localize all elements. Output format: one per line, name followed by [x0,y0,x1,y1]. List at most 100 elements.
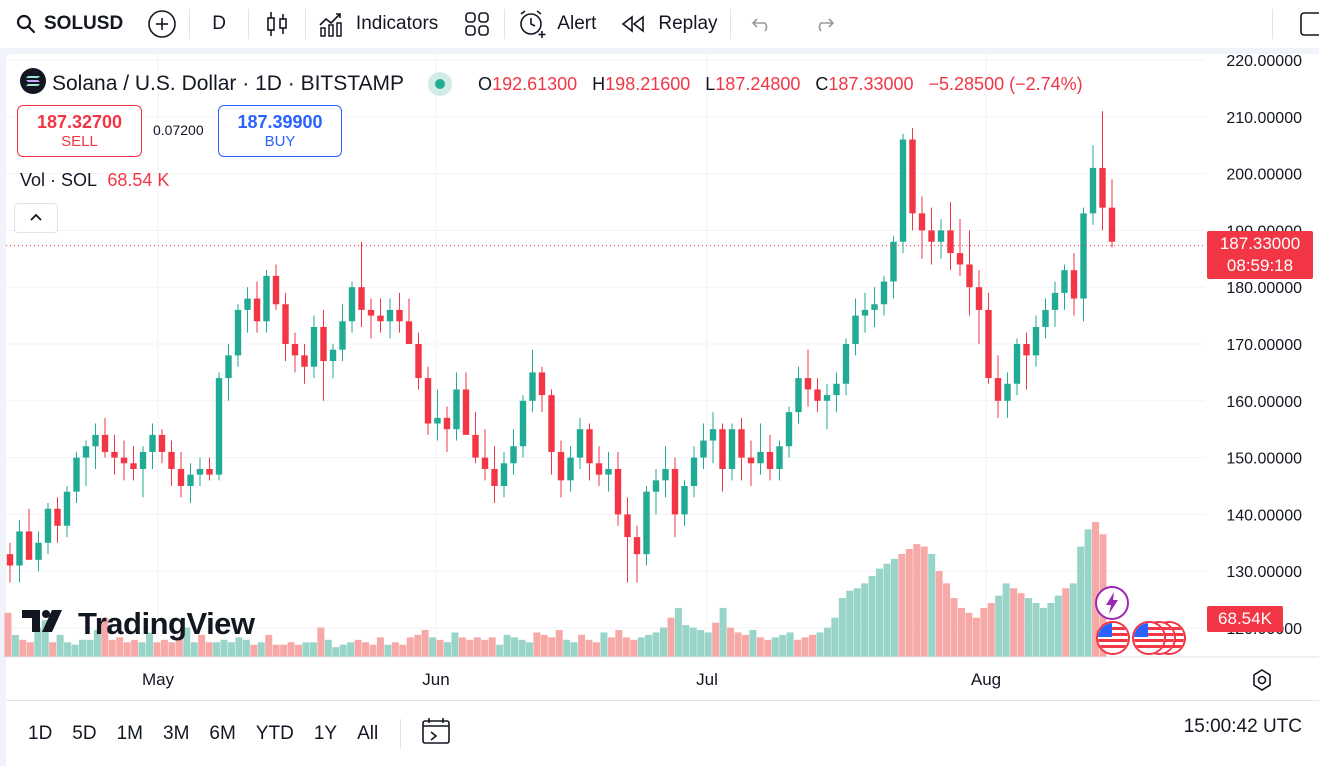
search-icon [16,14,36,34]
candle-body [586,429,593,464]
date-range-button[interactable] [413,717,459,750]
indicators-button[interactable]: Indicators [306,0,450,48]
volume-bar [637,637,645,657]
candle-body [120,457,128,464]
candle-body [842,344,850,384]
volume-bar [108,639,116,657]
candle-body [358,287,365,310]
collapse-legend-button[interactable] [14,203,58,233]
candle-body [614,468,622,515]
volume-bar [980,607,988,657]
lightning-icon[interactable] [1095,586,1129,620]
undo-button[interactable] [731,0,793,48]
range-button-1y[interactable]: 1Y [313,722,338,744]
candle-body [595,463,603,475]
volume-bar [183,627,191,657]
candle-body [215,378,223,475]
volume-bar [220,639,228,657]
candle-body [994,378,1002,401]
chart-type-button[interactable] [249,0,305,48]
divider [189,9,191,39]
chart-settings-button[interactable] [1250,668,1274,692]
high-value: 198.21600 [605,73,691,94]
price-axis: 220.00000210.00000200.00000190.00000180.… [1226,53,1302,638]
candle-body [481,457,489,469]
price-tick-label: 200.00000 [1226,167,1302,184]
volume-bar [421,630,429,657]
time-tick-label: Aug [971,670,1001,689]
buy-button[interactable]: 187.39900 BUY [218,105,342,157]
redo-button[interactable] [793,0,855,48]
symbol-search-button[interactable]: SOLUSD [0,0,135,48]
add-circle-icon [147,9,177,39]
range-button-1m[interactable]: 1M [116,722,143,744]
alert-button[interactable]: Alert [505,0,608,48]
range-button-5d[interactable]: 5D [72,722,97,744]
candle-body [35,542,42,560]
candle-body [320,326,327,362]
candle-body [1099,167,1106,208]
range-button-ytd[interactable]: YTD [255,722,294,744]
volume-bar [935,571,943,657]
range-button-6m[interactable]: 6M [209,722,236,744]
utc-clock[interactable]: 15:00:42 UTC [1183,716,1302,737]
volume-value: 68.54 K [107,170,170,190]
volume-bar [146,632,154,657]
candle-body [329,349,337,362]
volume-bar [861,583,869,657]
range-button-all[interactable]: All [357,722,379,744]
volume-bar [727,627,735,657]
event-flag-icon[interactable] [1096,621,1130,655]
volume-bar [391,642,399,657]
candle-body [538,372,546,396]
range-button-1d[interactable]: 1D [28,722,53,744]
volume-bar [1032,603,1040,657]
ohlc-values: O192.61300 H198.21600 L187.24800 C187.33… [478,74,1093,95]
volume-bar [898,553,906,657]
sell-label: SELL [61,133,98,150]
candle-body [671,468,679,515]
volume-bar [823,627,831,657]
candle-body [73,457,80,492]
candle-body [728,429,736,469]
volume-bar [943,583,951,657]
candle-body [472,434,479,458]
sell-button[interactable]: 187.32700 SELL [17,105,142,157]
range-button-3m[interactable]: 3M [163,722,190,744]
low-value: 187.24800 [715,73,801,94]
volume-bar [466,639,474,657]
templates-button[interactable] [450,0,504,48]
tradingview-logo-icon [22,606,70,642]
compare-symbol-button[interactable] [135,0,189,48]
market-status-dot[interactable] [428,72,453,96]
volume-bar [414,634,422,657]
volume-bar [592,642,600,657]
range-buttons: 1D 5D 1M 3M 6M YTD 1Y All [6,723,388,745]
candles [6,111,1116,583]
event-flag-icon[interactable] [1132,621,1166,655]
fullscreen-button[interactable] [1273,0,1319,48]
volume-bar [808,634,816,657]
chart-grid [6,54,1205,657]
replay-label: Replay [658,13,718,34]
replay-button[interactable]: Replay [608,0,729,48]
volume-bar [496,644,504,657]
symbol-title[interactable]: Solana / U.S. Dollar · 1D · BITSTAMP [52,72,405,95]
volume-bar [712,622,720,657]
volume-bar [995,595,1003,657]
volume-bar [19,639,27,657]
candle-body [149,434,156,452]
volume-bar [317,627,325,657]
candle-body [814,389,821,401]
divider [729,9,731,39]
tradingview-logo[interactable]: TradingView [22,606,255,642]
volume-bar [265,634,273,657]
candle-body [1089,167,1097,214]
volume-bar [116,637,124,657]
candle-body [101,434,109,452]
candle-body [700,440,707,458]
divider [304,9,306,39]
interval-button[interactable]: D [190,0,248,48]
interval-label: D [212,13,226,34]
